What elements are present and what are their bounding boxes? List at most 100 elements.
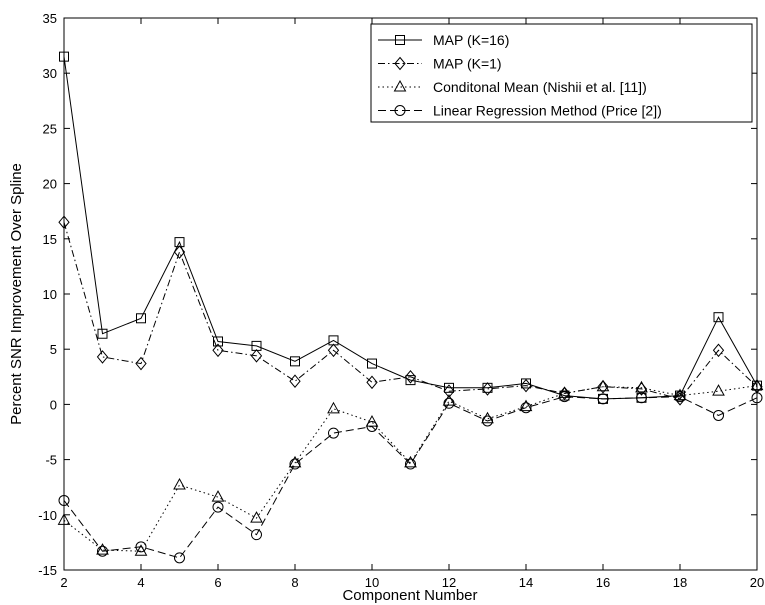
data-point (442, 394, 456, 406)
data-point (404, 370, 417, 384)
data-point (59, 51, 69, 62)
data-point (213, 336, 223, 347)
data-point (443, 397, 455, 409)
data-point (366, 375, 378, 390)
x-tick-label: 14 (519, 575, 533, 590)
data-point (212, 501, 224, 513)
data-point (97, 328, 108, 339)
data-point (135, 541, 147, 553)
data-point (212, 343, 224, 358)
x-tick-label: 20 (750, 575, 764, 590)
data-point (211, 490, 225, 502)
legend-marker-1 (395, 35, 405, 45)
series-line (63, 385, 758, 552)
data-point (712, 343, 725, 358)
y-tick-label: 0 (50, 397, 57, 412)
data-point (481, 411, 494, 424)
x-tick-label: 16 (596, 575, 610, 590)
y-tick-label: 30 (43, 66, 57, 81)
data-point (750, 378, 764, 391)
x-tick-label: 18 (673, 575, 687, 590)
series-line (63, 222, 758, 400)
legend-label-3: Conditonal Mean (Nishii et al. [11]) (433, 79, 647, 95)
data-point (674, 391, 686, 403)
data-point (250, 349, 263, 363)
data-point (559, 391, 570, 403)
y-tick-label: 10 (43, 287, 57, 302)
data-point (713, 312, 724, 323)
legend-marker-4 (394, 105, 406, 116)
y-tick-label: -5 (45, 453, 57, 468)
x-tick-label: 12 (442, 575, 456, 590)
data-point (328, 427, 339, 439)
legend-label-2: MAP (K=1) (433, 56, 502, 72)
data-point (327, 401, 340, 414)
data-point (520, 402, 532, 414)
x-tick-label: 8 (291, 575, 298, 590)
x-tick-label: 6 (214, 575, 221, 590)
series-3 (57, 378, 764, 556)
data-point (482, 415, 493, 427)
data-point (96, 543, 109, 555)
data-point (289, 458, 301, 470)
y-axis-title: Percent SNR Improvement Over Spline (8, 163, 25, 425)
data-point (135, 356, 147, 371)
data-point (597, 393, 609, 405)
series-layer (57, 51, 764, 564)
data-point (597, 379, 609, 394)
data-point (97, 545, 108, 557)
y-tick-label: 35 (43, 11, 57, 26)
y-tick-label: 20 (43, 177, 57, 192)
data-point (636, 392, 647, 404)
data-point (251, 529, 262, 541)
x-axis-title: Component Number (342, 587, 477, 604)
y-tick-label: 15 (43, 232, 57, 247)
data-point (288, 455, 302, 468)
data-point (134, 544, 148, 556)
data-point (327, 343, 340, 358)
data-point (751, 392, 763, 404)
x-tick-label: 10 (365, 575, 379, 590)
legend-marker-2 (394, 56, 406, 71)
data-point (57, 513, 71, 525)
data-point (596, 379, 610, 392)
data-point (96, 350, 109, 364)
data-point (405, 375, 416, 386)
data-point (289, 374, 301, 388)
data-point (673, 388, 687, 401)
data-point (366, 420, 378, 432)
y-tick-label: 5 (50, 342, 57, 357)
legend-marker-3 (393, 79, 407, 92)
data-point (519, 399, 533, 412)
x-tick-label: 2 (60, 575, 67, 590)
legend-label-4: Linear Regression Method (Price [2]) (433, 103, 662, 119)
axis-ticks: 2 4 6 8 10 12 14 16 18 20 -15 -10 -5 0 5 10 15 20 25 30 35 (38, 11, 764, 590)
data-point (58, 215, 70, 230)
data-point (558, 386, 571, 401)
series-line (63, 396, 758, 559)
data-point (405, 458, 416, 470)
data-point (290, 356, 300, 367)
data-point (173, 245, 186, 259)
series-4 (58, 391, 763, 564)
data-point (635, 380, 648, 393)
data-point (136, 313, 146, 324)
data-point (713, 409, 724, 421)
data-point (712, 384, 725, 396)
y-tick-label: -10 (38, 508, 57, 523)
legend: MAP (K=16) MAP (K=1) Conditonal Mean (Nish… (370, 23, 753, 123)
data-point (58, 494, 70, 506)
data-point (520, 378, 532, 393)
data-point (174, 552, 185, 564)
legend-label-1: MAP (K=16) (433, 32, 509, 48)
data-point (173, 477, 186, 490)
y-tick-label: 25 (43, 121, 57, 136)
x-tick-label: 4 (137, 575, 144, 590)
series-2 (58, 215, 763, 406)
data-point (481, 382, 494, 396)
data-point (367, 358, 377, 369)
y-tick-label: -15 (38, 563, 57, 578)
data-point (443, 384, 455, 398)
legend-box (370, 23, 753, 123)
